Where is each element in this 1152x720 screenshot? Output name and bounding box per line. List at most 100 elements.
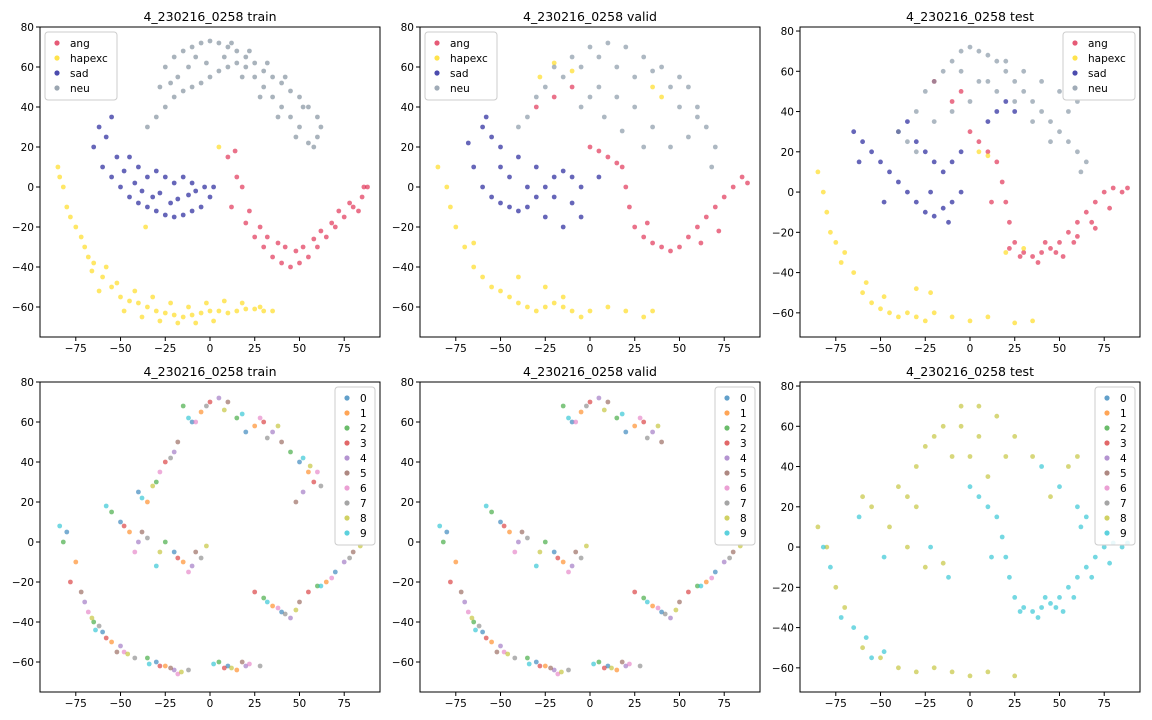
point-ang: [703, 214, 709, 220]
point-8: [204, 543, 209, 549]
point-sad: [127, 194, 132, 200]
point-sad: [940, 205, 946, 211]
point-8: [940, 423, 946, 429]
legend-label: sad: [70, 68, 89, 80]
point-hapexc: [922, 318, 928, 324]
y-tick-label: −40: [772, 623, 794, 635]
point-6: [315, 469, 320, 475]
series-ang: [533, 84, 750, 254]
point-neu: [1003, 58, 1009, 64]
point-6: [501, 649, 507, 655]
point-1: [614, 667, 620, 673]
point-hapexc: [175, 320, 181, 326]
legend-marker: [54, 70, 60, 76]
point-8: [931, 434, 937, 439]
point-5: [458, 589, 464, 595]
point-sad: [132, 180, 138, 186]
point-hapexc: [525, 304, 530, 310]
point-0: [118, 519, 123, 525]
legend-label: 0: [360, 393, 367, 405]
x-tick-label: −50: [489, 343, 511, 355]
point-hapexc: [100, 274, 105, 280]
point-neu: [922, 89, 928, 94]
point-3: [306, 589, 311, 595]
point-sad: [887, 169, 892, 175]
point-neu: [1039, 79, 1044, 84]
point-0: [100, 629, 105, 635]
point-neu: [1075, 149, 1080, 155]
point-sad: [202, 184, 208, 190]
point-ang: [623, 184, 629, 190]
point-5: [494, 649, 500, 655]
x-tick-label: 75: [338, 698, 351, 710]
point-hapexc: [471, 240, 477, 246]
point-sad: [1012, 109, 1018, 114]
point-ang: [332, 224, 338, 230]
point-9: [533, 563, 539, 569]
point-sad: [150, 194, 156, 200]
point-0: [444, 529, 450, 535]
point-ang: [1075, 219, 1080, 225]
y-tick-label: −60: [12, 302, 34, 314]
point-neu: [949, 109, 955, 114]
legend-label: 7: [360, 498, 367, 510]
point-neu: [318, 124, 324, 130]
point-9: [57, 523, 63, 529]
point-sad: [189, 208, 195, 214]
point-7: [727, 555, 732, 561]
point-ang: [225, 154, 231, 160]
legend-marker: [1104, 530, 1110, 536]
point-neu: [551, 64, 557, 70]
legend: 0 1 2 3 4 5 6 7 8 9: [1094, 386, 1136, 546]
point-0: [297, 459, 302, 465]
point-sad: [153, 168, 159, 174]
point-6: [465, 609, 471, 615]
legend-label: ang: [70, 38, 90, 50]
point-1: [234, 667, 240, 673]
point-neu: [243, 64, 249, 70]
point-9: [139, 495, 145, 501]
point-9: [1092, 554, 1098, 560]
legend-marker: [1104, 425, 1110, 431]
point-ang: [239, 184, 245, 190]
point-4: [243, 663, 249, 669]
point-neu: [668, 84, 673, 90]
point-ang: [999, 179, 1005, 185]
point-2: [560, 403, 566, 409]
point-sad: [489, 134, 494, 140]
y-tick-label: 80: [781, 381, 794, 393]
point-ang: [356, 208, 361, 214]
point-5: [297, 599, 302, 605]
subplot-title: 4_230216_0258 valid: [523, 364, 657, 379]
point-hapexc: [270, 308, 275, 314]
point-9: [483, 503, 489, 509]
y-tick-label: 80: [21, 22, 34, 34]
point-neu: [905, 139, 910, 145]
point-3: [448, 579, 453, 585]
point-8: [967, 673, 973, 679]
point-ang: [949, 99, 955, 104]
point-hapexc: [57, 174, 63, 180]
legend-marker: [54, 85, 60, 91]
scatter-points: [815, 403, 1130, 679]
point-sad: [949, 159, 955, 165]
point-8: [1003, 454, 1009, 459]
point-neu: [288, 88, 293, 94]
legend-label: 9: [360, 528, 367, 540]
point-8: [179, 669, 184, 675]
point-0: [533, 659, 539, 665]
point-7: [282, 611, 288, 617]
point-8: [949, 669, 955, 675]
point-hapexc: [507, 294, 512, 300]
point-neu: [533, 94, 539, 100]
point-7: [566, 667, 571, 673]
point-neu: [225, 44, 231, 50]
point-4: [136, 539, 141, 545]
point-ang: [1075, 234, 1080, 239]
point-sad: [940, 169, 946, 175]
point-6: [247, 661, 252, 667]
point-8: [89, 615, 95, 621]
point-hapexc: [560, 294, 566, 300]
point-9: [1075, 574, 1080, 580]
point-1: [560, 559, 566, 565]
